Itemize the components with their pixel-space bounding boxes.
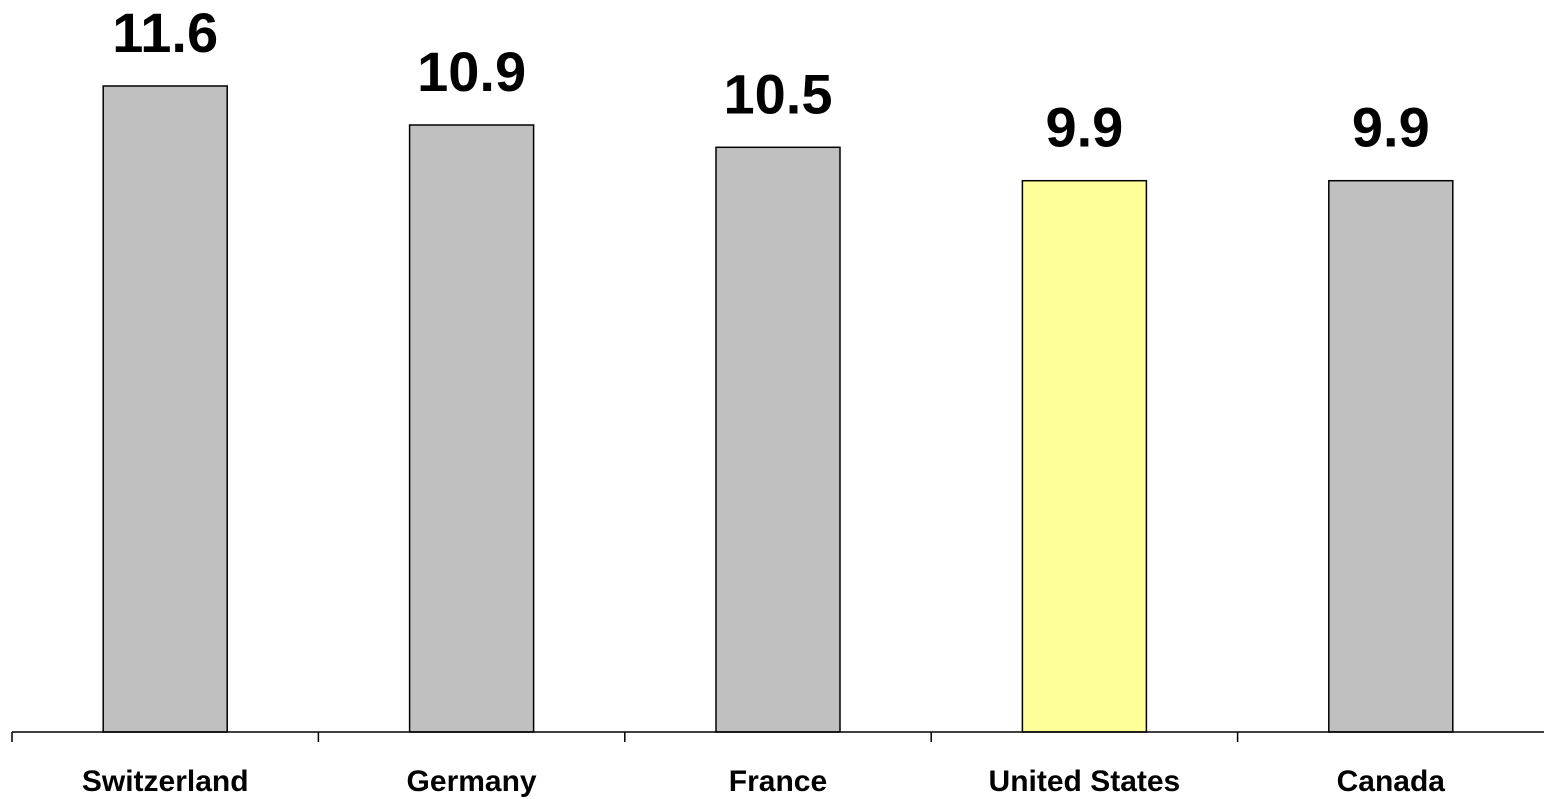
x-tick-label-germany: Germany bbox=[407, 765, 537, 798]
value-label-united-states: 9.9 bbox=[1045, 96, 1123, 159]
bar-germany bbox=[408, 124, 535, 733]
bar-canada bbox=[1328, 179, 1454, 733]
x-tick-label-canada: Canada bbox=[1337, 765, 1446, 798]
bar-switzerland bbox=[102, 85, 228, 733]
bar-united-states bbox=[1021, 179, 1148, 733]
bar-france bbox=[715, 146, 841, 733]
value-label-france: 10.5 bbox=[724, 62, 833, 125]
value-labels-group: 11.6 10.9 10.5 9.9 9.9 bbox=[112, 1, 1429, 159]
x-tick-label-united-states: United States bbox=[989, 765, 1181, 798]
x-tick-label-switzerland: Switzerland bbox=[82, 765, 249, 798]
bars-group bbox=[102, 85, 1454, 733]
x-tick-labels-group: Switzerland Germany France United States Can… bbox=[82, 765, 1445, 798]
x-axis bbox=[11, 731, 1544, 742]
value-label-germany: 10.9 bbox=[417, 40, 526, 103]
value-label-switzerland: 11.6 bbox=[112, 1, 218, 64]
value-label-canada: 9.9 bbox=[1352, 96, 1430, 159]
x-tick-label-france: France bbox=[729, 765, 827, 798]
